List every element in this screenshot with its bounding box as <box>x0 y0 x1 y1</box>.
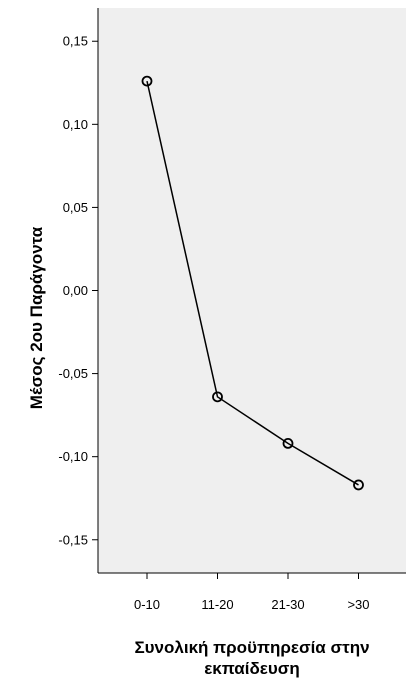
y-tick-label: 0,05 <box>63 200 88 215</box>
x-tick-label: >30 <box>347 597 369 612</box>
series <box>141 75 364 491</box>
x-tick-label: 21-30 <box>271 597 304 612</box>
x-axis: 0-10 11-20 21-30 >30 <box>98 572 406 612</box>
plot-area <box>98 8 406 573</box>
y-tick-label: -0,15 <box>58 532 88 547</box>
y-tick-label: -0,10 <box>58 449 88 464</box>
x-axis-title-line-2: εκπαίδευση <box>204 659 300 678</box>
y-axis: 0,15 0,10 0,05 0,00 -0,05 -0,10 -0,15 <box>58 8 99 573</box>
data-point <box>353 479 364 491</box>
y-axis-title: Μέσος 2ου Παράγοντα <box>27 226 46 409</box>
data-point <box>282 437 294 449</box>
y-tick-label: 0,00 <box>63 283 88 298</box>
x-tick-label: 0-10 <box>134 597 160 612</box>
data-point <box>141 75 153 87</box>
x-axis-title-line-1: Συνολική προϋπηρεσία στην <box>134 638 369 657</box>
data-point <box>212 391 223 403</box>
y-tick-label: 0,15 <box>63 34 88 49</box>
y-tick-label: 0,10 <box>63 117 88 132</box>
y-tick-label: -0,05 <box>58 366 88 381</box>
series-line <box>146 80 359 486</box>
x-tick-label: 11-20 <box>201 597 233 612</box>
